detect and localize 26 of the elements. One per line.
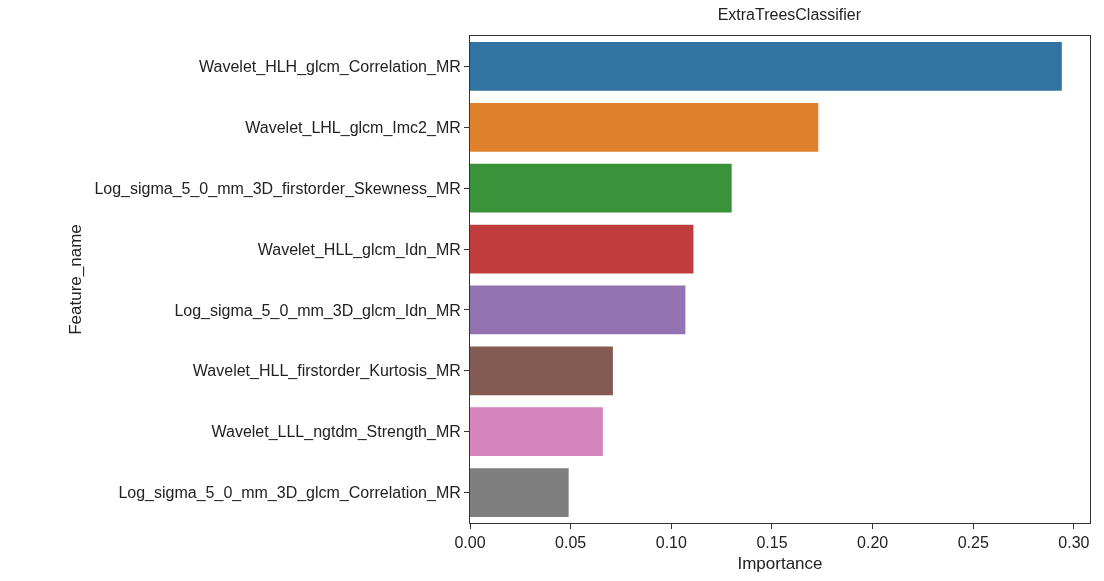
y-tick-label: Log_sigma_5_0_mm_3D_glcm_Idn_MR — [174, 301, 461, 320]
chart-title: ExtraTreesClassifier — [717, 5, 862, 23]
y-axis-title: Feature_name — [65, 224, 85, 335]
bar — [470, 346, 613, 396]
x-tick-label: 0.15 — [756, 534, 788, 552]
y-tick-label: Log_sigma_5_0_mm_3D_glcm_Correlation_MR — [118, 484, 461, 503]
x-tick-label: 0.00 — [454, 534, 486, 552]
y-tick-label: Wavelet_LLL_ngtdm_Strength_MR — [211, 423, 461, 442]
y-tick-label: Wavelet_LHL_glcm_Imc2_MR — [245, 118, 461, 137]
y-tick-label: Wavelet_HLH_glcm_Correlation_MR — [199, 58, 461, 77]
bar — [470, 407, 603, 457]
bar — [470, 468, 569, 517]
bar — [470, 285, 686, 335]
x-tick-label: 0.05 — [555, 534, 587, 552]
y-tick-label: Wavelet_HLL_glcm_Idn_MR — [257, 240, 461, 259]
y-tick-label: Wavelet_HLL_firstorder_Kurtosis_MR — [192, 362, 461, 381]
x-tick-label: 0.25 — [957, 534, 989, 552]
bar — [470, 224, 694, 274]
y-tick-label: Log_sigma_5_0_mm_3D_firstorder_Skewness_MR — [94, 179, 461, 198]
bar — [470, 102, 819, 152]
bar — [470, 163, 732, 213]
bar — [470, 42, 1062, 91]
x-tick-label: 0.20 — [857, 534, 889, 552]
x-axis-title: Importance — [737, 553, 823, 573]
x-tick-label: 0.30 — [1058, 534, 1090, 552]
x-tick-label: 0.10 — [655, 534, 687, 552]
